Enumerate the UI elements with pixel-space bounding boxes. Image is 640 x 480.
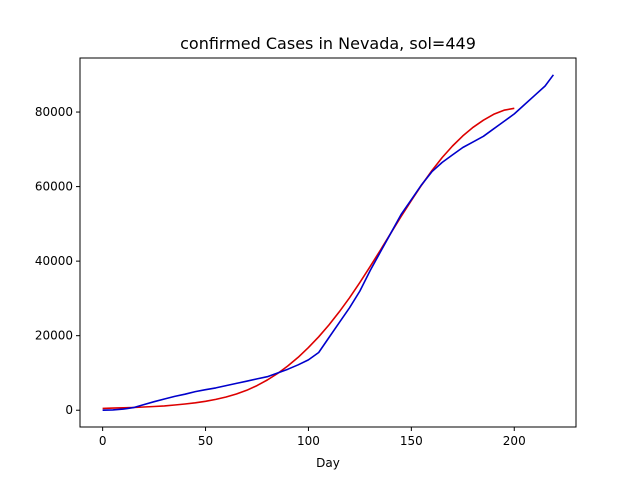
- x-tick-label: 50: [198, 434, 213, 448]
- plot-area: [79, 57, 577, 428]
- y-tick-label: 20000: [35, 329, 73, 343]
- series-layer: [102, 74, 555, 411]
- x-tick-label: 200: [503, 434, 526, 448]
- y-axis: 0 20000 40000 60000 80000: [35, 105, 80, 417]
- y-tick-label: 80000: [35, 105, 73, 119]
- x-tick-label: 100: [297, 434, 320, 448]
- chart-title: confirmed Cases in Nevada, sol=449: [180, 34, 476, 53]
- series-line-observed: [102, 74, 555, 411]
- plot-frame: [79, 57, 577, 428]
- y-tick-label: 60000: [35, 180, 73, 194]
- y-tick-label: 40000: [35, 254, 73, 268]
- x-axis-label: Day: [316, 456, 340, 470]
- x-tick-label: 0: [99, 434, 107, 448]
- series-line-fitted: [102, 107, 515, 410]
- x-axis: 0 50 100 150 200: [99, 427, 526, 448]
- y-tick-label: 0: [65, 403, 73, 417]
- x-tick-label: 150: [400, 434, 423, 448]
